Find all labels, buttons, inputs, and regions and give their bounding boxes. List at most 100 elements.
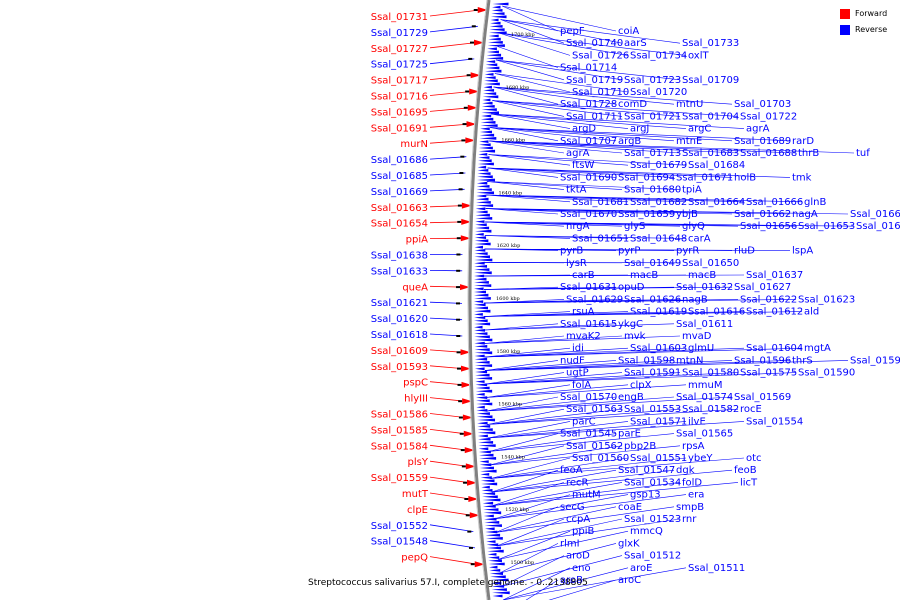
reverse-gene-arrow xyxy=(483,82,500,86)
forward-gene-label: plsY xyxy=(408,457,429,468)
reverse-gene-arrow xyxy=(474,300,484,303)
label-leader-line xyxy=(486,396,617,412)
reverse-gene-label: aarS xyxy=(624,38,647,49)
gene-marker xyxy=(471,25,476,28)
reverse-gene-arrow xyxy=(477,421,488,425)
forward-gene-label: Ssal_01663 xyxy=(371,203,428,214)
reverse-gene-label: ugtP xyxy=(566,368,589,379)
reverse-gene-arrow xyxy=(481,489,493,492)
label-leader-line xyxy=(496,518,623,547)
reverse-gene-label: Ssal_01554 xyxy=(746,416,803,427)
reverse-gene-label: rocE xyxy=(740,404,762,415)
legend-forward-swatch xyxy=(840,9,850,19)
reverse-gene-label: Ssal_01547 xyxy=(618,465,675,476)
reverse-gene-arrow xyxy=(479,457,497,460)
label-leader-line xyxy=(488,433,617,452)
gene-marker xyxy=(463,106,468,109)
label-leader-line xyxy=(485,360,675,371)
label-leader-line xyxy=(429,58,475,65)
forward-gene-arrow xyxy=(461,218,472,225)
reverse-gene-arrow xyxy=(482,498,501,502)
reverse-gene-label: macB xyxy=(630,270,658,281)
label-leader-line xyxy=(487,421,629,439)
reverse-gene-label: licT xyxy=(740,477,758,488)
reverse-gene-arrow xyxy=(475,386,490,390)
reverse-gene-label: Ssal_01551 xyxy=(630,453,687,464)
label-leader-line xyxy=(499,32,687,56)
reverse-gene-arrow xyxy=(478,447,489,451)
label-leader-line xyxy=(494,494,687,520)
reverse-gene-label: Ssal_01571 xyxy=(630,416,687,427)
gene-marker xyxy=(457,383,462,386)
reverse-gene-label: Ssal_01670 xyxy=(560,209,617,220)
legend-reverse-label: Reverse xyxy=(855,25,888,34)
reverse-gene-label: Ssal_01689 xyxy=(734,136,791,147)
reverse-gene-arrow xyxy=(476,191,495,195)
reverse-gene-label: Ssal_01637 xyxy=(746,270,803,281)
reverse-gene-arrow xyxy=(475,389,493,393)
reverse-gene-label: Ssal_01680 xyxy=(624,185,681,196)
label-leader-line xyxy=(485,384,687,398)
forward-gene-arrow xyxy=(469,88,480,95)
reverse-gene-arrow xyxy=(492,5,501,9)
reverse-gene-label: aroD xyxy=(566,551,590,562)
reverse-gene-arrow xyxy=(474,367,485,371)
gene-marker xyxy=(456,253,461,256)
reverse-gene-label: Ssal_01703 xyxy=(734,99,791,110)
reverse-gene-label: mgtA xyxy=(804,343,831,354)
label-leader-line xyxy=(488,433,675,452)
reverse-gene-label: Ssal_01733 xyxy=(682,38,739,49)
reverse-gene-label: glxK xyxy=(618,538,640,549)
reverse-gene-label: Ssal_01683 xyxy=(682,148,739,159)
reverse-gene-label: ykgC xyxy=(618,319,643,330)
reverse-gene-label: aroE xyxy=(630,563,652,574)
reverse-gene-arrow xyxy=(486,540,496,543)
gene-marker xyxy=(460,449,465,452)
label-leader-line xyxy=(502,567,687,600)
label-leader-line xyxy=(484,347,803,358)
label-leader-line xyxy=(491,469,675,493)
reverse-gene-label: macB xyxy=(688,270,716,281)
reverse-gene-label: smpB xyxy=(676,502,704,513)
reverse-gene-arrow xyxy=(481,114,492,118)
label-leader-line xyxy=(489,140,565,154)
reverse-gene-arrow xyxy=(477,428,493,431)
reverse-gene-arrow xyxy=(475,220,485,223)
reverse-gene-arrow xyxy=(490,578,509,582)
reverse-gene-label: era xyxy=(688,490,704,501)
reverse-gene-label: parC xyxy=(572,416,596,427)
forward-gene-label: Ssal_01654 xyxy=(371,219,428,230)
label-leader-line xyxy=(490,127,733,142)
forward-gene-label: Ssal_01559 xyxy=(371,473,428,484)
label-leader-line xyxy=(487,167,791,178)
gene-marker xyxy=(469,41,474,44)
label-leader-line xyxy=(488,433,559,452)
reverse-gene-label: Ssal_01560 xyxy=(572,453,629,464)
forward-leader-lines xyxy=(429,9,480,565)
label-leader-line xyxy=(492,482,681,506)
reverse-gene-label: Ssal_01562 xyxy=(566,441,623,452)
reverse-gene-arrow xyxy=(489,572,504,575)
reverse-gene-label: ftsW xyxy=(572,160,594,171)
reverse-gene-label: nagB xyxy=(682,294,708,305)
gene-marker xyxy=(456,351,461,354)
reverse-gene-arrow xyxy=(479,143,491,147)
reverse-gene-arrow xyxy=(487,44,505,47)
label-leader-line xyxy=(429,460,468,467)
reverse-gene-label: clpX xyxy=(630,380,652,391)
label-leader-line xyxy=(484,274,745,277)
reverse-gene-label: Ssal_01650 xyxy=(682,258,739,269)
label-leader-line xyxy=(489,445,623,466)
reverse-gene-label: otc xyxy=(746,453,762,464)
reverse-gene-label: tktA xyxy=(566,185,587,196)
label-leader-line xyxy=(487,408,623,425)
label-leader-line xyxy=(429,9,480,17)
label-leader-line xyxy=(488,154,687,166)
label-leader-line xyxy=(498,530,571,560)
reverse-gene-label: Ssal_01619 xyxy=(630,307,687,318)
reverse-gene-arrow xyxy=(481,492,496,495)
reverse-gene-arrow xyxy=(488,37,501,41)
reverse-gene-label: dgk xyxy=(676,465,695,476)
scale-tick-label: 1580 kbp xyxy=(497,349,521,355)
reverse-gene-arrow xyxy=(488,559,502,563)
